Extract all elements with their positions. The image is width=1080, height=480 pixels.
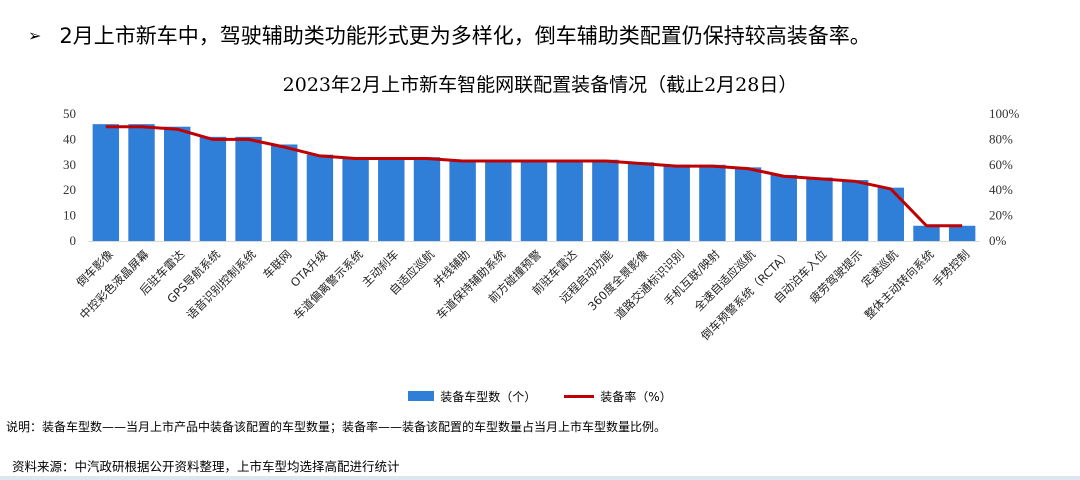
category-label: 车联网: [260, 247, 294, 281]
bar: [271, 144, 298, 241]
bar: [806, 177, 833, 241]
right-axis-tick-label: 40%: [989, 182, 1013, 197]
bar: [699, 164, 726, 241]
chart-note: 说明：装备车型数——当月上市产品中装备该配置的车型数量；装备率——装备该配置的车…: [6, 420, 667, 434]
bar: [235, 136, 262, 241]
bar: [485, 159, 512, 241]
bar: [770, 174, 797, 241]
bar: [306, 154, 334, 241]
combo-chart: 010203040500%20%40%60%80%100%倒车影像中控彩色液晶屏…: [63, 106, 1020, 343]
headline-text: 2月上市新车中，驾驶辅助类功能形式更为多样化，倒车辅助类配置仍保持较高装备率。: [59, 24, 871, 48]
left-axis-tick-label: 30: [63, 157, 76, 172]
chart-legend: 装备车型数（个） 装备率（%）: [0, 387, 1080, 405]
bar: [948, 225, 976, 241]
bar: [663, 164, 690, 241]
legend-line-swatch: [564, 394, 595, 398]
legend-bar-label: 装备车型数（个）: [440, 389, 537, 404]
left-axis-tick-label: 20: [63, 182, 76, 197]
bar: [342, 157, 369, 241]
legend-line-label: 装备率（%）: [600, 389, 672, 404]
bar: [556, 159, 583, 241]
bar: [378, 157, 405, 241]
right-axis-tick-label: 100%: [989, 106, 1020, 121]
left-axis-tick-label: 10: [63, 208, 76, 223]
legend-item-bar: 装备车型数（个）: [408, 388, 536, 405]
legend-bar-swatch: [408, 391, 435, 401]
bar: [163, 126, 191, 241]
left-axis-tick-label: 40: [63, 131, 76, 146]
bottom-divider: [0, 476, 1080, 480]
category-label: 手势控制: [930, 247, 972, 289]
bar: [92, 124, 120, 241]
bar: [592, 159, 619, 241]
left-axis-tick-label: 0: [70, 233, 77, 248]
bar: [199, 136, 227, 241]
right-axis-tick-label: 60%: [989, 157, 1013, 172]
right-axis-tick-label: 80%: [989, 131, 1013, 146]
bar: [520, 159, 548, 241]
right-axis-tick-label: 0%: [989, 233, 1007, 248]
bar: [913, 225, 940, 241]
bar: [449, 159, 476, 241]
bar: [413, 157, 441, 241]
bullet-arrow-icon: ➢: [28, 25, 42, 45]
right-axis-tick-label: 20%: [989, 208, 1013, 223]
bar: [128, 124, 155, 241]
bar: [734, 167, 762, 241]
left-axis-tick-label: 50: [63, 106, 76, 121]
bar: [627, 162, 655, 241]
category-label: 全速自适应巡航: [691, 247, 758, 314]
bar: [877, 187, 905, 241]
headline: ➢ 2月上市新车中，驾驶辅助类功能形式更为多样化，倒车辅助类配置仍保持较高装备率…: [28, 18, 1068, 52]
bar: [841, 180, 869, 241]
chart-title: 2023年2月上市新车智能网联配置装备情况（截止2月28日）: [282, 74, 798, 96]
legend-item-line: 装备率（%）: [564, 388, 672, 405]
data-source: 资料来源：中汽政研根据公开资料整理，上市车型均选择高配进行统计: [12, 459, 400, 474]
